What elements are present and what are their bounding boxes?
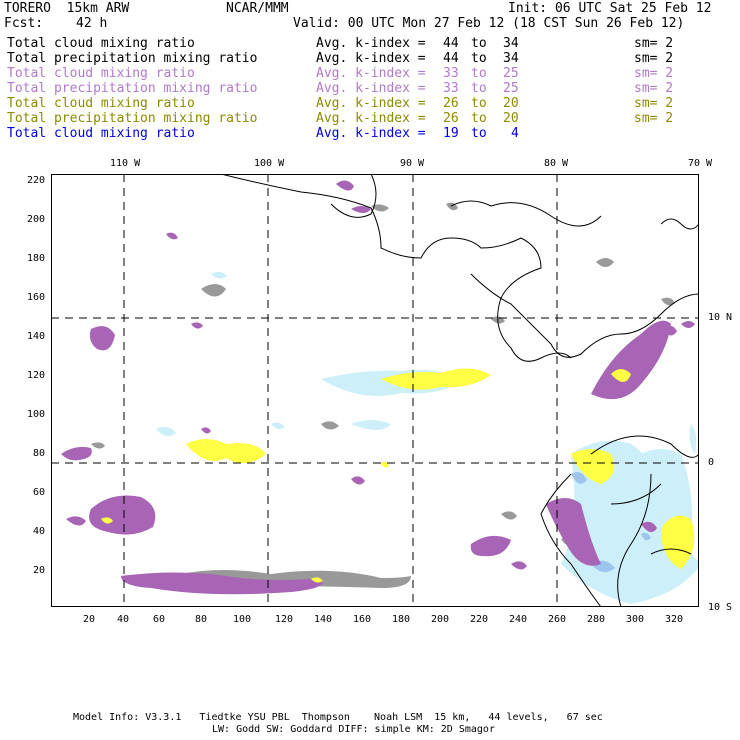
smoothing: sm= 2 — [634, 51, 674, 66]
x-tick-label: 20 — [83, 614, 96, 625]
kindex-label: Avg. k-index = — [316, 111, 426, 126]
y-tick-label: 80 — [33, 448, 46, 459]
map-grid — [51, 174, 699, 607]
y-tick-label: 160 — [27, 292, 46, 303]
kindex-to-word: to — [471, 111, 487, 126]
x-tick-label: 280 — [587, 614, 606, 625]
y-tick-label: 180 — [27, 253, 46, 264]
y-tick-label: 100 — [27, 409, 46, 420]
kindex-from: 26 — [443, 111, 459, 126]
valid-time: Valid: 00 UTC Mon 27 Feb 12 (18 CST Sun … — [293, 16, 685, 31]
kindex-label: Avg. k-index = — [316, 126, 426, 141]
x-tick-label: 80 — [195, 614, 208, 625]
kindex-to: 34 — [503, 36, 519, 51]
x-tick-label: 40 — [117, 614, 130, 625]
kindex-to-word: to — [471, 81, 487, 96]
kindex-label: Avg. k-index = — [316, 36, 426, 51]
x-tick-label: 260 — [548, 614, 567, 625]
kindex-from: 44 — [443, 51, 459, 66]
cloud-field-yellow — [101, 368, 695, 583]
x-tick-label: 200 — [431, 614, 450, 625]
kindex-to: 20 — [503, 96, 519, 111]
field-name: Total cloud mixing ratio — [7, 96, 195, 111]
kindex-to: 25 — [503, 81, 519, 96]
kindex-to-word: to — [471, 36, 487, 51]
organization: NCAR/MMM — [226, 1, 289, 16]
lon-label: 110 W — [110, 158, 141, 169]
lon-label: 80 W — [544, 158, 569, 169]
coastlines — [220, 174, 699, 607]
kindex-label: Avg. k-index = — [316, 81, 426, 96]
x-tick-label: 160 — [353, 614, 372, 625]
lat-label: 10 S — [708, 602, 733, 613]
kindex-from: 19 — [443, 126, 459, 141]
y-tick-label: 60 — [33, 487, 46, 498]
kindex-from: 44 — [443, 36, 459, 51]
map-canvas — [51, 174, 699, 607]
smoothing: sm= 2 — [634, 36, 674, 51]
cloud-field-purple — [61, 180, 695, 595]
init-time: Init: 06 UTC Sat 25 Feb 12 — [508, 1, 712, 16]
kindex-from: 26 — [443, 96, 459, 111]
field-name: Total cloud mixing ratio — [7, 36, 195, 51]
field-name: Total cloud mixing ratio — [7, 66, 195, 81]
field-name: Total precipitation mixing ratio — [7, 111, 258, 126]
smoothing: sm= 2 — [634, 96, 674, 111]
y-tick-label: 220 — [27, 175, 46, 186]
y-tick-label: 40 — [33, 526, 46, 537]
x-tick-label: 180 — [392, 614, 411, 625]
map-frame — [51, 174, 699, 607]
kindex-to: 20 — [503, 111, 519, 126]
kindex-to: 34 — [503, 51, 519, 66]
lon-label: 100 W — [254, 158, 285, 169]
kindex-from: 33 — [443, 81, 459, 96]
x-tick-label: 240 — [509, 614, 528, 625]
y-tick-label: 200 — [27, 214, 46, 225]
kindex-to-word: to — [471, 66, 487, 81]
forecast-hour: 42 h — [76, 16, 108, 31]
kindex-to: 4 — [511, 126, 519, 141]
kindex-from: 33 — [443, 66, 459, 81]
kindex-to-word: to — [471, 96, 487, 111]
kindex-to: 25 — [503, 66, 519, 81]
smoothing: sm= 2 — [634, 66, 674, 81]
y-tick-label: 140 — [27, 331, 46, 342]
x-tick-label: 320 — [665, 614, 684, 625]
field-name: Total precipitation mixing ratio — [7, 51, 258, 66]
physics-info: LW: Godd SW: Goddard DIFF: simple KM: 2D… — [212, 724, 495, 735]
lon-label: 70 W — [688, 158, 713, 169]
smoothing: sm= 2 — [634, 81, 674, 96]
x-tick-label: 300 — [626, 614, 645, 625]
x-tick-label: 120 — [275, 614, 294, 625]
smoothing: sm= 2 — [634, 111, 674, 126]
x-tick-label: 220 — [470, 614, 489, 625]
kindex-label: Avg. k-index = — [316, 66, 426, 81]
x-tick-label: 60 — [153, 614, 166, 625]
kindex-to-word: to — [471, 126, 487, 141]
kindex-to-word: to — [471, 51, 487, 66]
field-name: Total precipitation mixing ratio — [7, 81, 258, 96]
model-title: TORERO 15km ARW — [4, 1, 130, 16]
lon-label: 90 W — [400, 158, 425, 169]
y-tick-label: 120 — [27, 370, 46, 381]
forecast-label: Fcst: — [4, 16, 44, 31]
lat-label: 10 N — [708, 312, 733, 323]
x-tick-label: 140 — [314, 614, 333, 625]
kindex-label: Avg. k-index = — [316, 51, 426, 66]
y-tick-label: 20 — [33, 565, 46, 576]
lat-label: 0 — [708, 457, 715, 468]
x-tick-label: 100 — [233, 614, 252, 625]
model-info: Model Info: V3.3.1 Tiedtke YSU PBL Thomp… — [73, 712, 603, 723]
field-name: Total cloud mixing ratio — [7, 126, 195, 141]
kindex-label: Avg. k-index = — [316, 96, 426, 111]
